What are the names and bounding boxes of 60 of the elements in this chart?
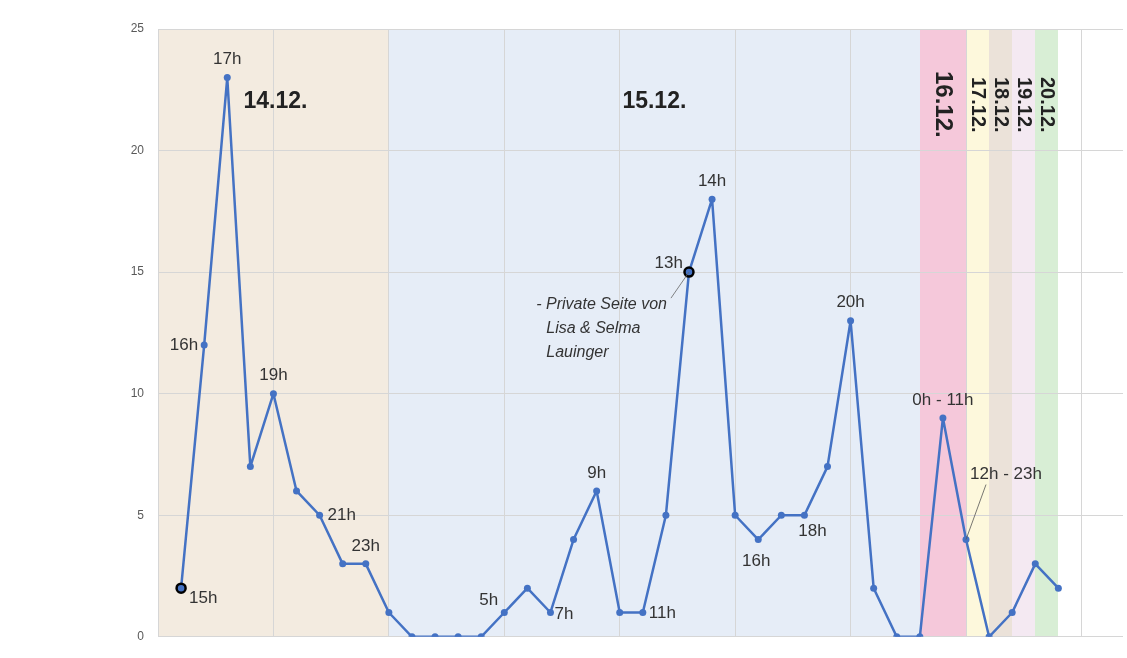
point (362, 560, 370, 568)
annotation: 11h (648, 603, 676, 623)
point (662, 511, 670, 519)
annotation: 16h (169, 334, 199, 354)
annotation: 15.12. (622, 87, 687, 114)
y-tick-label: 15 (130, 264, 145, 279)
annotation: 17h (213, 49, 242, 69)
y-tick-label: 10 (130, 385, 145, 400)
annotation: 14h (697, 170, 727, 190)
annotation: 20.12. (1037, 77, 1060, 133)
annotation: - Private Seite von Lisa & Selma Lauinger (536, 294, 668, 360)
point (570, 536, 578, 544)
point (754, 536, 762, 544)
point (639, 608, 647, 616)
point (1031, 560, 1039, 568)
annotation: 7h (554, 604, 574, 624)
y-tick-label: 20 (130, 142, 145, 157)
annotation: 5h (479, 590, 499, 610)
point (1008, 608, 1016, 616)
point (293, 487, 301, 495)
point (593, 487, 601, 495)
point (847, 317, 855, 325)
annotation: 20h (836, 292, 865, 312)
annotation: 21h (327, 504, 356, 524)
annotation: 0h - 11h (912, 389, 974, 409)
annotation: 14.12. (243, 87, 308, 114)
point (616, 608, 624, 616)
annotation: 12h - 23h (970, 464, 1042, 484)
point (1054, 584, 1062, 592)
annotation: 13h (654, 252, 683, 272)
point (223, 74, 231, 82)
annotation: 15h (189, 587, 218, 607)
y-tick-label: 5 (137, 507, 145, 522)
point (246, 463, 254, 471)
point (385, 608, 393, 616)
point (546, 608, 554, 616)
point (708, 195, 716, 203)
point (523, 584, 531, 592)
point (870, 584, 878, 592)
point (731, 511, 739, 519)
point (800, 511, 808, 519)
point (200, 341, 208, 349)
annotation: 23h (351, 535, 380, 555)
point (339, 560, 347, 568)
point (316, 511, 324, 519)
point (269, 390, 277, 398)
point (939, 414, 947, 422)
annotation: 9h (587, 462, 607, 482)
point (824, 463, 831, 471)
annotation: 18.12. (991, 77, 1014, 133)
point (500, 608, 508, 616)
annotation: 19h (259, 365, 288, 385)
annotation: 18h (798, 520, 827, 540)
y-tick-label: 0 (137, 629, 145, 644)
y-tick-label: 25 (130, 21, 145, 36)
annotation: 16.12. (931, 71, 959, 138)
annotation: 19.12. (1014, 77, 1037, 133)
annotation: 16h (742, 551, 771, 571)
annotation: 17.12. (968, 77, 991, 133)
point (777, 511, 785, 519)
